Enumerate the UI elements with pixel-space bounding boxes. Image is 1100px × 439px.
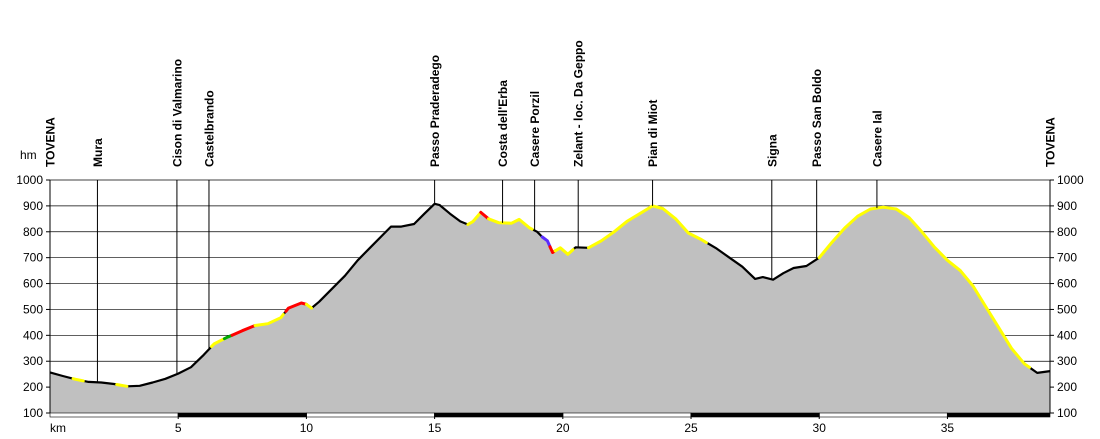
km-band-5 xyxy=(690,412,820,418)
waypoint-label: Mura xyxy=(91,138,105,167)
waypoint-label: Signa xyxy=(765,134,779,167)
y-tick-label-right: 1000 xyxy=(1057,173,1084,187)
waypoint-label: Passo Praderadego xyxy=(428,55,442,167)
highlight-segment-8 xyxy=(466,210,483,226)
x-axis-unit-label: km xyxy=(50,421,66,435)
waypoint-markers-group: TOVENA Mura Cison di Valmarino Castelbrando… xyxy=(44,40,1058,383)
highlight-segment-9 xyxy=(479,210,490,221)
highlight-segment-5 xyxy=(253,313,285,327)
y-tick-label-left: 400 xyxy=(23,328,43,342)
y-tick-label-right: 400 xyxy=(1057,328,1077,342)
highlight-segments-group xyxy=(71,204,1031,388)
highlight-segment-4 xyxy=(230,324,257,337)
waypoint-label: Zelant - loc. Da Geppo xyxy=(572,40,586,167)
waypoint-label: Passo San Boldo xyxy=(810,69,824,167)
y-tick-label-left: 200 xyxy=(23,380,43,394)
highlight-segment-10 xyxy=(487,217,534,231)
waypoint-label: Pian di Miot xyxy=(646,100,660,167)
highlight-segment-11 xyxy=(540,235,552,249)
y-tick-label-left: 500 xyxy=(23,302,43,316)
x-tick-label: 20 xyxy=(556,421,570,435)
highlight-segment-7 xyxy=(304,302,313,310)
highlight-segment-15 xyxy=(817,205,1031,369)
y-tick-label-right: 900 xyxy=(1057,199,1077,213)
waypoint-label: Castelbrando xyxy=(203,90,217,167)
y-tick-label-right: 200 xyxy=(1057,380,1077,394)
x-tick-label: 25 xyxy=(684,421,698,435)
y-tick-label-left: 300 xyxy=(23,354,43,368)
highlight-segment-0 xyxy=(71,377,85,383)
y-tick-label-left: 600 xyxy=(23,277,43,291)
km-band-4 xyxy=(562,412,692,418)
y-tick-label-left: 1000 xyxy=(16,173,43,187)
waypoint-label: Costa dell'Erba xyxy=(496,80,510,167)
profile-area xyxy=(50,203,1050,413)
highlight-segment-3 xyxy=(222,333,234,341)
highlight-segment-6 xyxy=(284,301,308,313)
axes-group: 1000 900 800 700 600 500 400 300 200 100 1000 900 80… xyxy=(16,173,1084,435)
waypoint-label: Casere Porzil xyxy=(528,91,542,167)
y-tick-label-right: 500 xyxy=(1057,302,1077,316)
y-tick-label-right: 300 xyxy=(1057,354,1077,368)
y-tick-label-left: 700 xyxy=(23,251,43,265)
y-tick-label-right: 700 xyxy=(1057,251,1077,265)
km-band-6 xyxy=(818,412,948,418)
y-tick-label-left: 900 xyxy=(23,199,43,213)
y-tick-label-right: 800 xyxy=(1057,225,1077,239)
y-tick-label-left: 800 xyxy=(23,225,43,239)
km-band-7 xyxy=(947,412,1051,418)
km-band-2 xyxy=(306,412,435,418)
profile-area-group xyxy=(49,202,1051,413)
km-band-3 xyxy=(434,412,564,418)
waypoint-label: Casere Ial xyxy=(870,110,884,167)
highlight-segment-13 xyxy=(553,246,575,256)
x-tick-label: 10 xyxy=(300,421,314,435)
x-tick-label: 5 xyxy=(175,421,182,435)
y-axis-unit-label: hm xyxy=(20,148,37,162)
highlight-segment-14 xyxy=(587,204,708,250)
y-tick-label-right: 600 xyxy=(1057,277,1077,291)
waypoint-label: TOVENA xyxy=(1044,117,1058,167)
km-band-0 xyxy=(49,412,179,418)
highlight-segment-1 xyxy=(115,383,129,388)
km-band-1 xyxy=(177,412,307,418)
y-tick-label-right: 100 xyxy=(1057,406,1077,420)
highlight-segment-2 xyxy=(210,337,226,349)
y-tick-label-left: 100 xyxy=(23,406,43,420)
x-tick-label: 15 xyxy=(428,421,442,435)
waypoint-label: Cison di Valmarino xyxy=(170,59,184,167)
x-tick-label: 30 xyxy=(813,421,827,435)
waypoint-label: TOVENA xyxy=(44,117,58,167)
x-tick-label: 35 xyxy=(941,421,955,435)
